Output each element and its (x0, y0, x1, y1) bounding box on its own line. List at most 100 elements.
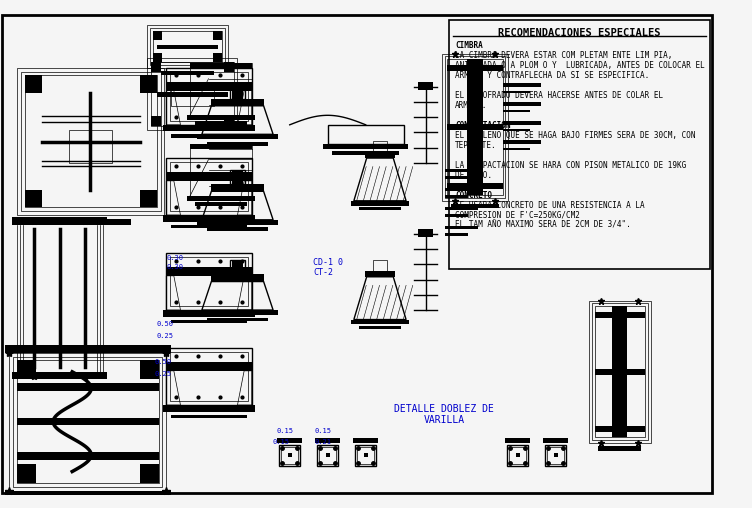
Bar (170, 257, 248, 306)
Bar (503, 148, 530, 150)
Bar (317, 445, 338, 466)
Bar (21, 72, 160, 211)
Bar (503, 90, 530, 93)
Bar (364, 454, 368, 457)
Bar (365, 152, 395, 158)
Text: 0.21: 0.21 (314, 439, 332, 445)
Text: 0.30: 0.30 (166, 264, 183, 270)
Bar (451, 204, 499, 208)
Text: CT-2: CT-2 (314, 268, 333, 276)
Bar (595, 312, 645, 318)
Bar (444, 176, 468, 179)
Bar (163, 125, 255, 132)
Bar (595, 306, 645, 437)
Bar (150, 28, 225, 65)
Bar (351, 201, 409, 206)
Bar (365, 271, 395, 277)
Bar (170, 162, 248, 211)
Text: ARMADO.: ARMADO. (455, 101, 487, 110)
Bar (503, 110, 530, 112)
Bar (589, 301, 650, 443)
Text: LA COMPACTACION SE HARA CON PISON METALICO DE 19KG: LA COMPACTACION SE HARA CON PISON METALI… (455, 161, 687, 170)
Bar (17, 384, 159, 391)
Bar (153, 31, 162, 40)
Bar (190, 63, 252, 115)
Bar (224, 62, 234, 72)
Bar (447, 124, 502, 130)
Bar (187, 115, 255, 120)
Text: CD-1 0: CD-1 0 (314, 258, 344, 267)
Bar (467, 59, 483, 195)
Bar (547, 447, 564, 464)
Bar (444, 207, 478, 210)
Text: 0.30: 0.30 (166, 255, 183, 261)
Bar (444, 169, 478, 172)
Bar (140, 360, 159, 379)
Text: SE USARA CONCRETO DE UNA RESISTENCIA A LA: SE USARA CONCRETO DE UNA RESISTENCIA A L… (455, 201, 644, 210)
Bar (319, 447, 336, 464)
Bar (147, 58, 238, 130)
Bar (12, 372, 108, 379)
Bar (197, 134, 277, 139)
Bar (140, 190, 156, 207)
Bar (211, 184, 264, 192)
Bar (171, 82, 214, 106)
Bar (229, 170, 245, 184)
Bar (171, 225, 247, 229)
Text: 0.15: 0.15 (277, 428, 293, 434)
Bar (315, 438, 340, 443)
Bar (611, 306, 627, 437)
Text: 0.50: 0.50 (155, 359, 172, 365)
Bar (17, 464, 36, 483)
Text: LA CIMBRA DEVERA ESTAR COM PLETAM ENTE LIM PIA,: LA CIMBRA DEVERA ESTAR COM PLETAM ENTE L… (455, 51, 672, 60)
Bar (229, 260, 245, 274)
Bar (5, 491, 171, 498)
Bar (25, 190, 42, 207)
Bar (232, 170, 244, 184)
Bar (447, 183, 502, 189)
Bar (595, 369, 645, 374)
Bar (229, 84, 245, 99)
Bar (444, 56, 505, 198)
Bar (351, 320, 409, 324)
Bar (166, 362, 252, 371)
Bar (166, 267, 252, 276)
Text: 0.50: 0.50 (156, 321, 174, 327)
Bar (151, 62, 160, 72)
Bar (156, 91, 228, 97)
Bar (166, 82, 252, 90)
Bar (211, 274, 264, 281)
Bar (224, 116, 234, 126)
Bar (444, 187, 478, 192)
Bar (207, 318, 268, 322)
Bar (447, 66, 502, 71)
Text: RECOMENDACIONES ESPECIALES: RECOMENDACIONES ESPECIALES (499, 28, 661, 38)
Bar (190, 63, 252, 68)
Text: 0.15: 0.15 (314, 428, 332, 434)
Bar (592, 303, 647, 440)
Bar (17, 360, 36, 379)
Bar (69, 130, 112, 163)
Bar (140, 75, 156, 92)
Bar (503, 140, 541, 144)
Bar (17, 360, 159, 483)
Bar (332, 151, 399, 155)
Bar (163, 405, 255, 411)
Bar (279, 445, 300, 466)
Bar (444, 226, 478, 229)
Bar (503, 129, 530, 132)
Text: COMPRESION DE F'C=250KG/CM2: COMPRESION DE F'C=250KG/CM2 (455, 211, 580, 220)
Bar (151, 62, 234, 126)
Text: CONCRETO: CONCRETO (455, 191, 492, 200)
Bar (353, 438, 378, 443)
Bar (197, 310, 277, 315)
Bar (153, 53, 162, 62)
Bar (17, 452, 159, 460)
Bar (444, 195, 468, 198)
Bar (5, 345, 171, 353)
Bar (277, 438, 302, 443)
Bar (147, 25, 228, 68)
Bar (25, 75, 156, 207)
Text: ARMADO Y CONTRAFLECHA DA SI SE ESPECIFICA.: ARMADO Y CONTRAFLECHA DA SI SE ESPECIFIC… (455, 71, 649, 80)
Bar (171, 415, 247, 418)
